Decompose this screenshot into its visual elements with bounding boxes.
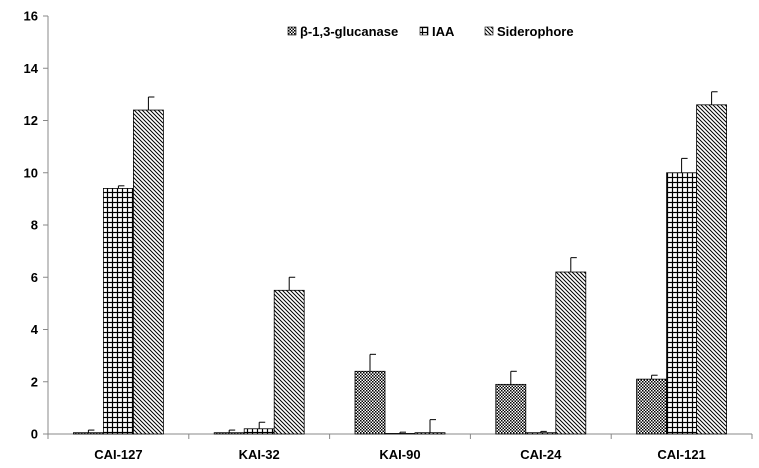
bar-1-cai-121 [636, 378, 667, 435]
y-tick-label: 4 [31, 322, 39, 337]
y-tick-label: 0 [31, 427, 38, 442]
bar-3-cai-121 [696, 104, 727, 435]
y-tick-label: 14 [24, 61, 39, 76]
bar-1-cai-24 [495, 383, 527, 435]
bar-3-kai-90 [414, 432, 446, 435]
x-category-labels: CAI-127 KAI-32 KAI-90 CAI-24 CAI-121 [94, 447, 706, 462]
y-tick-label: 6 [31, 270, 38, 285]
bar-1-kai-32 [213, 432, 245, 435]
bar-2-cai-24 [525, 432, 557, 435]
x-category-label: CAI-24 [520, 447, 562, 462]
bar-3-cai-24 [555, 271, 587, 435]
legend-label: IAA [432, 24, 455, 39]
y-tick-label: 8 [31, 218, 38, 233]
legend: β-1,3-glucanase IAA Siderophore [287, 24, 574, 39]
axes [43, 15, 753, 439]
bar-3-cai-127 [132, 109, 164, 435]
x-category-label: KAI-32 [239, 447, 280, 462]
bar-3-kai-32 [273, 289, 305, 435]
bar-1-cai-127 [73, 432, 104, 435]
y-tick-label: 10 [24, 165, 38, 180]
legend-swatch [287, 26, 297, 36]
x-category-label: CAI-121 [657, 447, 705, 462]
x-category-label: CAI-127 [94, 447, 142, 462]
bars-group [73, 104, 727, 435]
bar-2-cai-127 [103, 188, 134, 435]
legend-swatch [484, 26, 494, 36]
bar-2-kai-90 [384, 433, 416, 435]
legend-label: Siderophore [497, 24, 574, 39]
y-tick-label: 2 [31, 374, 38, 389]
bar-1-kai-90 [354, 370, 386, 435]
y-tick-label: 16 [24, 9, 38, 24]
error-bars-group [87, 91, 718, 434]
y-tick-label: 12 [24, 113, 38, 128]
legend-label: β-1,3-glucanase [300, 24, 398, 39]
bar-2-kai-32 [243, 428, 275, 435]
legend-swatch [419, 26, 429, 36]
y-tick-labels: 0 2 4 6 8 10 12 14 16 [24, 9, 39, 442]
x-category-label: KAI-90 [379, 447, 420, 462]
bar-2-cai-121 [666, 172, 697, 435]
